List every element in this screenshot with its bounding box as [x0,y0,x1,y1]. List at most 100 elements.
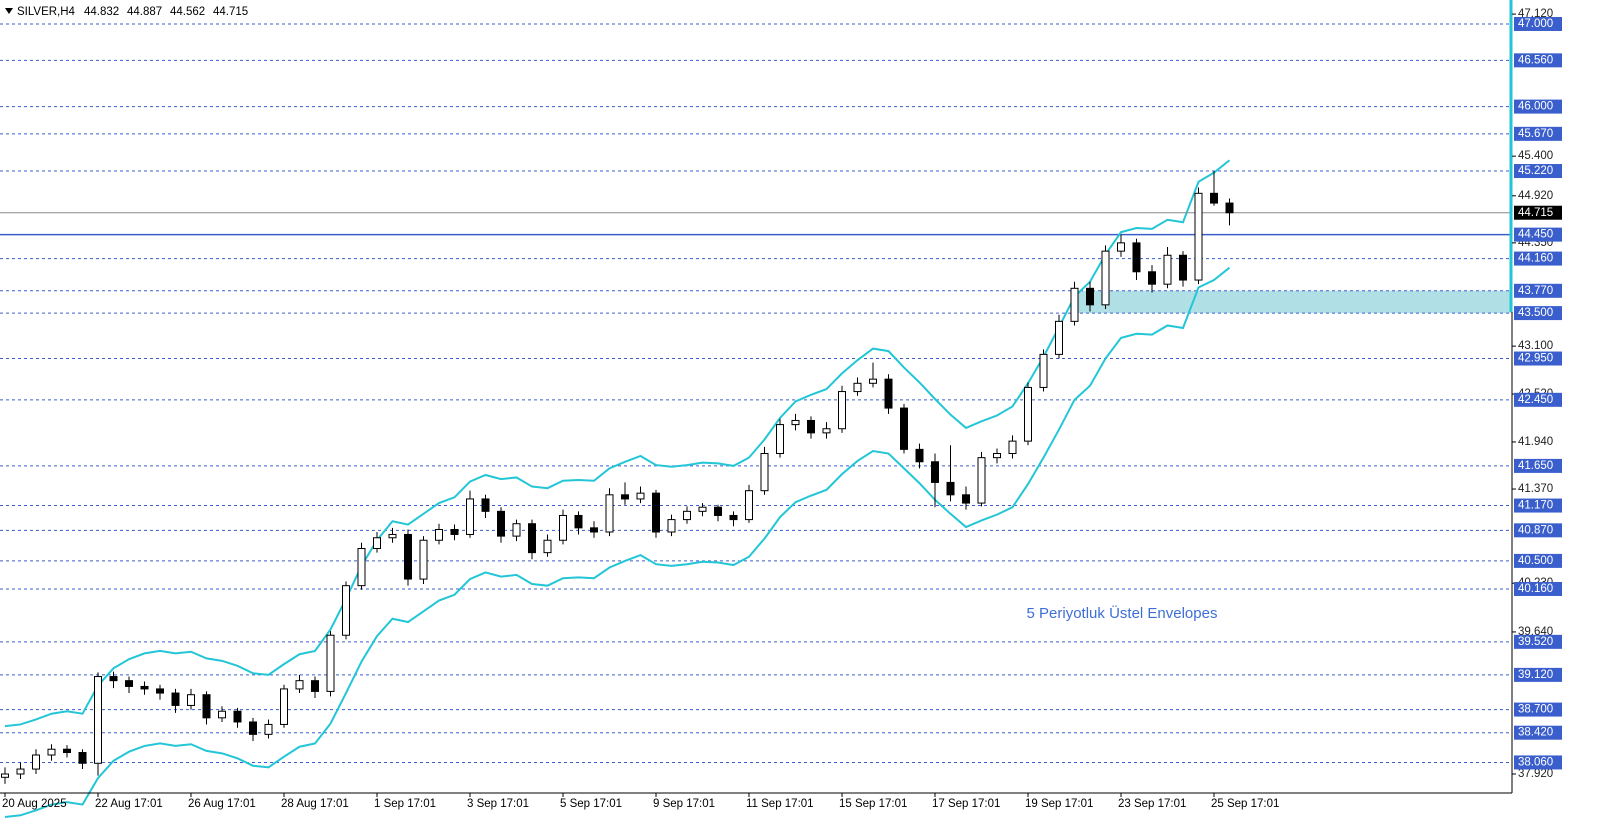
candle-body [202,694,211,719]
candle-body [156,688,164,694]
candle-body [760,453,769,492]
x-tick-label: 23 Sep 17:01 [1118,798,1186,810]
level-label: 39.120 [1518,669,1553,681]
main-level-label-box [1514,227,1562,242]
x-tick-label: 9 Sep 17:01 [653,798,715,810]
x-tick-label: 15 Sep 17:01 [839,798,907,810]
candle-body [1086,287,1094,306]
level-label-box [1514,53,1562,68]
candle-body [1039,353,1048,388]
candle-body [47,748,56,756]
level-label: 43.770 [1518,285,1553,297]
y-tick-label: 43.100 [1518,340,1553,352]
x-tick-label: 5 Sep 17:01 [560,798,622,810]
level-label-box [1514,306,1562,321]
candle-body [667,519,676,533]
level-label: 46.000 [1518,101,1553,113]
candle-body [1210,192,1218,204]
level-label: 47.000 [1518,18,1553,30]
level-label-box [1514,755,1562,770]
level-label: 42.950 [1518,353,1553,365]
candle-body [962,494,970,504]
candle-body [218,710,226,719]
candle-body [590,527,598,533]
x-tick-label: 26 Aug 17:01 [188,798,256,810]
candle-body [729,514,738,521]
last-price-label: 44.715 [1518,207,1553,219]
level-label: 44.160 [1518,253,1553,265]
candle-body [528,523,536,554]
candle-body [543,539,552,554]
candle-body [109,676,118,682]
x-tick-label: 25 Sep 17:01 [1211,798,1279,810]
y-tick-label: 41.940 [1518,436,1553,448]
level-label-box [1514,581,1562,596]
header-close: 44.715 [213,6,248,18]
candle-body [559,514,567,541]
candle-body [435,529,443,541]
level-label-box [1514,251,1562,266]
candle-body [1117,242,1125,252]
level-label: 45.220 [1518,165,1553,177]
candle-body [94,676,102,764]
candle-body [977,457,986,504]
candle-body [621,494,629,500]
candle-body [466,498,474,535]
x-tick-label: 1 Sep 17:01 [374,798,436,810]
candle-body [636,492,645,500]
candle-body [357,548,366,587]
candle-body [1225,202,1234,214]
level-label: 43.500 [1518,307,1553,319]
candle-body [698,506,707,512]
level-label-box [1514,392,1562,407]
candle-body [652,492,660,533]
candle-body [342,585,350,636]
level-label-box [1514,498,1562,513]
candle-body [140,685,149,690]
level-label: 41.170 [1518,500,1553,512]
candle-body [388,533,397,539]
candle-body [419,539,428,580]
x-tick-label: 3 Sep 17:01 [467,798,529,810]
level-label-box [1514,99,1562,114]
candle-body [931,461,939,483]
candle-body [1070,287,1079,322]
candle-body [450,529,459,535]
header-arrow [5,8,13,14]
candle-body [404,533,412,580]
level-label-box [1514,126,1562,141]
candle-body [326,634,335,692]
candle-body [869,378,877,384]
y-tick-label: 44.920 [1518,190,1553,202]
envelope-lower [4,266,1231,818]
candle-body [838,391,846,430]
candle-body [1024,386,1032,442]
candle-body [1148,271,1156,285]
plot-area [0,23,1512,818]
y-tick-label: 45.400 [1518,150,1553,162]
candle-body [745,490,753,521]
candle-body [1055,320,1063,355]
y-tick-label: 41.370 [1518,483,1553,495]
candle-body [171,692,180,706]
level-label: 42.450 [1518,394,1553,406]
candle-body [853,382,862,393]
candle-body [311,680,319,692]
x-tick-label: 28 Aug 17:01 [281,798,349,810]
header-symbol: SILVER,H4 [17,6,76,18]
level-label-box [1514,667,1562,682]
x-tick-label: 22 Aug 17:01 [95,798,163,810]
level-label: 38.060 [1518,756,1553,768]
x-tick-label: 19 Sep 17:01 [1025,798,1093,810]
level-label: 40.500 [1518,555,1553,567]
candle-body [993,453,1001,459]
level-label: 40.870 [1518,524,1553,536]
level-label: 46.560 [1518,54,1553,66]
last-price-box [1514,205,1562,220]
candle-body [1179,254,1187,281]
level-label-box [1514,351,1562,366]
candle-body [1163,254,1172,285]
candle-body [233,710,242,723]
x-tick-label: 17 Sep 17:01 [932,798,1000,810]
level-label-box [1514,553,1562,568]
